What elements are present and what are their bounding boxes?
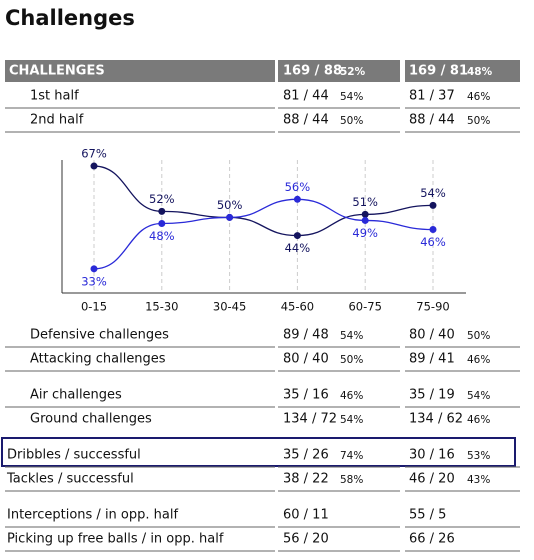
team1-value: 60 / 11 (283, 508, 329, 523)
data-label: 56% (285, 180, 311, 194)
team1-pct: 46% (340, 390, 363, 402)
data-label: 49% (352, 226, 378, 240)
team2-pct: 53% (467, 450, 490, 462)
team1-value: 81 / 44 (283, 89, 329, 104)
row-label: Attacking challenges (30, 352, 166, 367)
team2-pct: 46% (467, 91, 490, 103)
team2-pct: 54% (467, 390, 490, 402)
header-label: CHALLENGES (9, 64, 105, 79)
team1-pct: 58% (340, 474, 363, 486)
header-team2: 169 / 81 (409, 64, 468, 79)
team1-value: 38 / 22 (283, 472, 329, 487)
team2-pct: 50% (467, 330, 490, 342)
x-tick-label: 60-75 (348, 300, 381, 314)
data-label: 44% (285, 241, 311, 255)
header-team2-pct: 48% (467, 66, 493, 78)
team2-value: 81 / 37 (409, 89, 455, 104)
series-line (93, 165, 434, 237)
team2-value: 89 / 41 (409, 352, 455, 367)
team2-value: 88 / 44 (409, 113, 455, 128)
row-label: 2nd half (30, 113, 84, 128)
team2-value: 66 / 26 (409, 532, 455, 547)
team2-value: 30 / 16 (409, 448, 455, 463)
highlight-box (1, 437, 516, 467)
row-label: Tackles / successful (6, 472, 134, 487)
x-tick-label: 30-45 (213, 300, 246, 314)
header-cell (5, 60, 275, 82)
data-point (158, 207, 166, 215)
data-point (226, 213, 234, 221)
header-cell (278, 60, 400, 82)
team2-pct: 43% (467, 474, 490, 486)
data-label: 52% (149, 192, 175, 206)
team1-pct: 74% (340, 450, 363, 462)
data-point (361, 216, 369, 224)
data-point (90, 265, 98, 273)
team1-value: 134 / 72 (283, 412, 337, 427)
header-team1: 169 / 88 (283, 64, 342, 79)
team1-pct: 50% (340, 354, 363, 366)
x-tick-label: 45-60 (281, 300, 314, 314)
data-label: 51% (352, 195, 378, 209)
row-label: 1st half (30, 89, 79, 104)
x-tick-label: 75-90 (416, 300, 449, 314)
team2-value: 55 / 5 (409, 508, 446, 523)
team1-value: 35 / 26 (283, 448, 329, 463)
page-title: Challenges (5, 6, 135, 30)
data-point (293, 195, 301, 203)
team2-pct: 46% (467, 414, 490, 426)
team1-pct: 54% (340, 414, 363, 426)
team2-value: 134 / 62 (409, 412, 463, 427)
row-label: Air challenges (30, 388, 122, 403)
team2-value: 46 / 20 (409, 472, 455, 487)
x-tick-label: 0-15 (81, 300, 107, 314)
header-cell (405, 60, 520, 82)
x-tick-label: 15-30 (145, 300, 178, 314)
data-label: 50% (217, 198, 243, 212)
data-point (429, 201, 437, 209)
row-label: Defensive challenges (30, 328, 169, 343)
data-point (429, 226, 437, 234)
team1-value: 89 / 48 (283, 328, 329, 343)
data-label: 67% (81, 147, 107, 161)
team1-pct: 54% (340, 91, 363, 103)
data-point (293, 232, 301, 240)
team1-value: 88 / 44 (283, 113, 329, 128)
data-label: 48% (149, 229, 175, 243)
team2-pct: 50% (467, 115, 490, 127)
header-team1-pct: 52% (340, 66, 366, 78)
team2-pct: 46% (467, 354, 490, 366)
data-label: 33% (81, 274, 107, 288)
team1-value: 56 / 20 (283, 532, 329, 547)
row-label: Interceptions / in opp. half (7, 508, 178, 523)
team1-pct: 50% (340, 115, 363, 127)
row-label: Picking up free balls / in opp. half (7, 532, 224, 547)
team1-value: 80 / 40 (283, 352, 329, 367)
data-point (361, 210, 369, 218)
data-point (90, 162, 98, 170)
data-label: 46% (420, 235, 446, 249)
team1-value: 35 / 16 (283, 388, 329, 403)
team1-pct: 54% (340, 330, 363, 342)
data-label: 54% (420, 186, 446, 200)
series-line (93, 198, 434, 270)
data-point (158, 219, 166, 227)
team2-value: 80 / 40 (409, 328, 455, 343)
row-label: Dribbles / successful (7, 448, 141, 463)
row-label: Ground challenges (30, 412, 152, 427)
team2-value: 35 / 19 (409, 388, 455, 403)
